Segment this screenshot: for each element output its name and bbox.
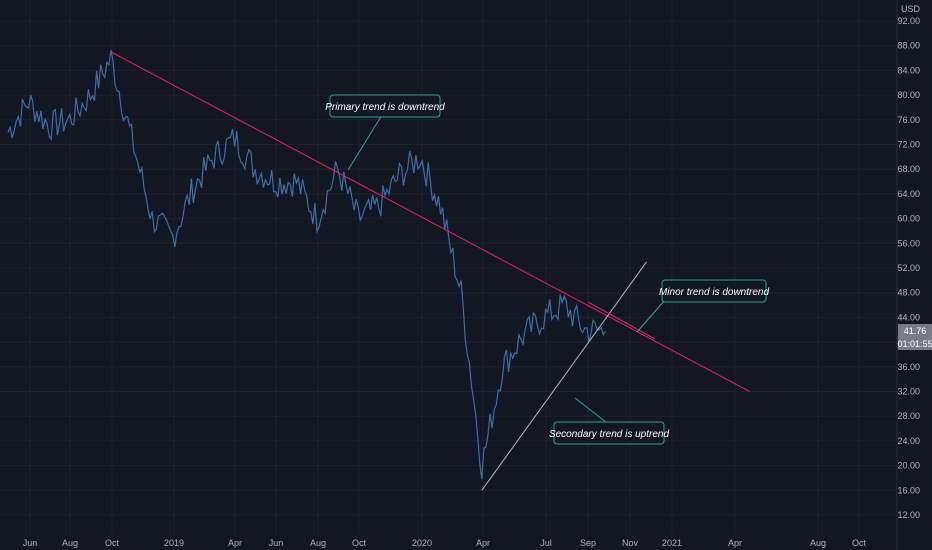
x-tick-label: Oct [352,538,367,548]
x-tick-label: Oct [105,538,120,548]
grid [0,0,897,535]
y-tick-label: 68.00 [897,164,920,174]
x-tick-label: Nov [622,538,639,548]
minor-trendline [587,301,656,340]
y-tick-label: 52.00 [897,263,920,273]
x-tick-label: Aug [310,538,326,548]
y-tick-label: 80.00 [897,90,920,100]
countdown-value: 01:01:55 [897,339,932,349]
x-tick-label: 2021 [662,538,682,548]
annotation-primary-box [329,94,441,118]
y-tick-label: 24.00 [897,436,920,446]
y-tick-label: 92.00 [897,16,920,26]
y-tick-label: 76.00 [897,115,920,125]
x-tick-label: Jun [269,538,284,548]
y-tick-label: 20.00 [897,461,920,471]
x-tick-label: Apr [476,538,490,548]
annotation-secondary-text: Secondary trend is uptrend [549,429,670,440]
annotation-secondary-pointer [574,397,608,424]
currency-label: USD [901,4,921,14]
x-tick-label: Sep [580,538,596,548]
y-tick-label: 44.00 [897,312,920,322]
annotation-minor[interactable]: Minor trend is downtrend [636,279,769,333]
y-tick-label: 48.00 [897,288,920,298]
y-tick-label: 12.00 [897,510,920,520]
annotation-secondary-box [553,421,665,445]
x-tick-label: Jun [23,538,38,548]
x-tick-label: Apr [728,538,742,548]
y-tick-label: 16.00 [897,485,920,495]
x-tick-label: Jul [540,538,552,548]
x-tick-label: Aug [62,538,78,548]
y-tick-label: 32.00 [897,387,920,397]
annotations: Primary trend is downtrend Minor trend i… [325,94,769,445]
y-tick-label: 72.00 [897,140,920,150]
x-tick-label: 2019 [164,538,184,548]
price-labels: 41.76 01:01:55 [897,324,932,350]
trendlines [110,51,750,491]
annotation-minor-box [661,279,767,303]
price-line [7,49,606,480]
y-tick-label: 64.00 [897,189,920,199]
y-tick-label: 36.00 [897,362,920,372]
y-tick-label: 60.00 [897,214,920,224]
annotation-minor-text: Minor trend is downtrend [659,287,769,298]
annotation-secondary[interactable]: Secondary trend is uptrend [549,397,670,445]
y-tick-label: 88.00 [897,41,920,51]
x-tick-label: Oct [852,538,867,548]
x-tick-label: 2020 [412,538,432,548]
x-tick-label: Apr [228,538,242,548]
y-tick-label: 28.00 [897,411,920,421]
annotation-primary-pointer [347,114,383,171]
secondary-trendline [481,261,648,491]
y-tick-label: 84.00 [897,65,920,75]
x-tick-label: Aug [810,538,826,548]
y-tick-label: 56.00 [897,238,920,248]
annotation-minor-pointer [636,299,666,333]
primary-trendline [110,51,750,392]
last-price-badge [898,324,932,337]
last-price-value: 41.76 [904,326,927,336]
countdown-badge [898,337,932,350]
annotation-primary-text: Primary trend is downtrend [325,102,445,113]
price-series [7,49,606,480]
annotation-primary[interactable]: Primary trend is downtrend [325,94,445,171]
axes: USD 92.00 88.00 84.00 80.00 76.00 72.00 68.00 6… [23,0,921,550]
